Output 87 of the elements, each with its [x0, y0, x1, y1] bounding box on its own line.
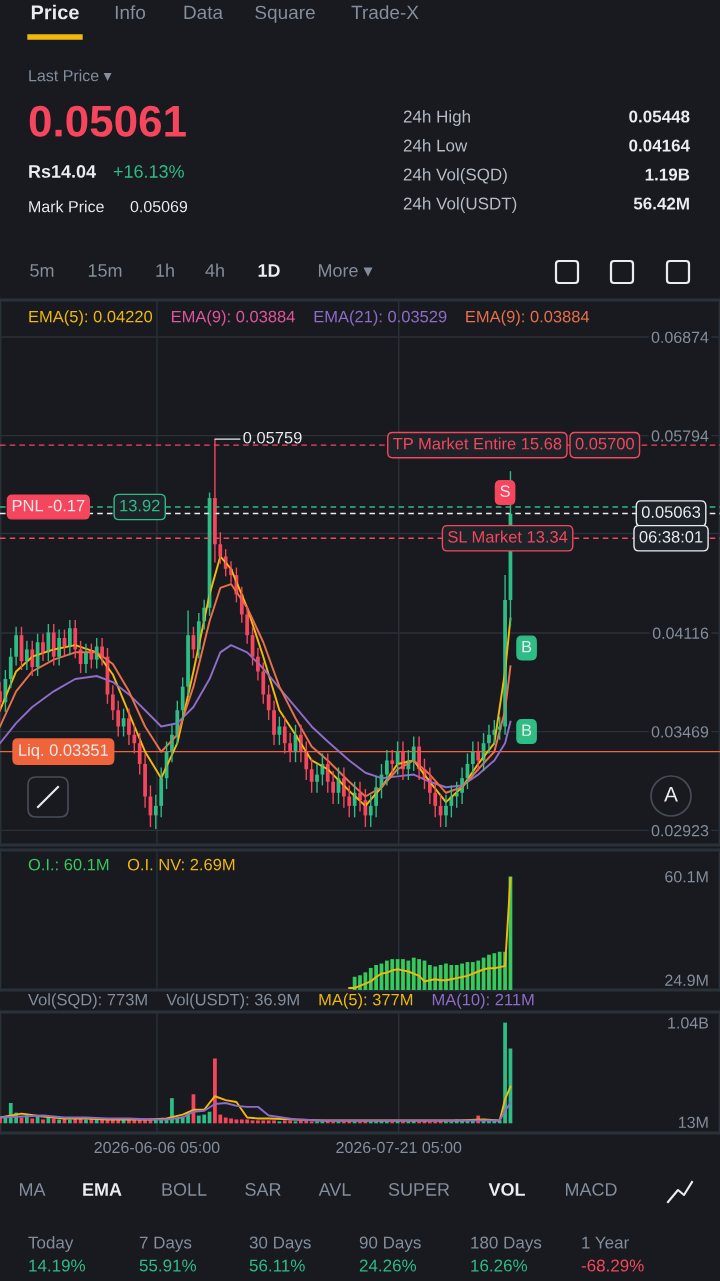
candlestick [390, 749, 395, 776]
annotation: 0.05759 [243, 431, 302, 444]
text: SUPER [388, 1183, 450, 1196]
text: MA [19, 1183, 46, 1196]
annotation: 0.05700 [575, 437, 634, 450]
text: More ▾ [318, 264, 373, 277]
x-tick-label: 2026-06-06 05:00 [94, 1141, 220, 1154]
text: Vol(USDT): 36.9M [166, 993, 299, 1009]
text: EMA(21): 0.03529 [314, 310, 447, 326]
text: 4h [205, 263, 224, 277]
text: 1D [258, 264, 280, 277]
text: Info [115, 5, 146, 20]
text: Price [31, 4, 79, 20]
y-tick-label: 1.04B [668, 1017, 709, 1029]
text: -68.29% [581, 1259, 644, 1272]
text: 0.05448 [629, 110, 690, 123]
text: 30 Days [249, 1236, 311, 1252]
annotation: 06:38:01 [639, 531, 703, 543]
y-tick-label: 24.9M [665, 974, 708, 986]
text: 7 Days [139, 1236, 192, 1252]
text: EMA(5): 0.04220 [29, 310, 153, 326]
text: 0.05069 [130, 200, 188, 213]
text: EMA(9): 0.03884 [466, 310, 590, 326]
annotation: PNL -0.17 [12, 499, 85, 512]
text: 1 Year [582, 1236, 629, 1249]
text: 24.26% [359, 1259, 417, 1272]
text: 24h Vol(SQD) [403, 168, 507, 184]
annotation: 13.92 [120, 499, 160, 512]
annotation: S [500, 485, 510, 497]
text: 56.42M [633, 197, 689, 210]
y-tick-label: 0.06874 [651, 331, 709, 344]
text: Rs14.04 [29, 165, 96, 178]
text: 180 Days [471, 1236, 542, 1252]
text: MA(5): 377M [319, 993, 413, 1009]
text: O.I. NV: 2.69M [127, 858, 235, 871]
bar [67, 1119, 72, 1124]
bar [41, 1119, 45, 1124]
text: 24h Low [403, 139, 468, 152]
bar [57, 1119, 61, 1124]
text: Square [255, 5, 315, 23]
text: Vol(SQD): 773M [28, 993, 147, 1009]
text: 90 Days [359, 1236, 421, 1252]
text: 1.19B [645, 168, 690, 181]
text: 55.91% [139, 1259, 197, 1272]
annotation: A [664, 786, 678, 802]
legend-label: EMA(9): 0.03884 [171, 310, 295, 326]
text: 0.04164 [629, 139, 690, 152]
ref-line-label: SL Market 13.34 [448, 530, 568, 543]
text: MA(10): 211M [432, 993, 534, 1009]
x-tick-label: 2026-07-21 05:00 [336, 1141, 462, 1154]
annotation: B [522, 724, 532, 736]
line-series [0, 1101, 512, 1122]
y-tick-label: 0.03469 [651, 726, 709, 738]
ref-line-label: TP Market Entire 15.68 [393, 437, 562, 450]
text: Data [184, 5, 224, 20]
ref-line-label: 0.05063 [641, 506, 701, 518]
text: Trade-X [351, 5, 419, 20]
bar [30, 1118, 35, 1124]
text: +16.13% [113, 165, 184, 178]
text: BOLL [162, 1183, 207, 1196]
bar [51, 1118, 56, 1124]
text: Today [28, 1236, 74, 1252]
text: 5m [30, 264, 54, 277]
text: Last Price ▾ [29, 69, 112, 82]
text: 24h High [403, 110, 470, 126]
y-tick-label: 0.05794 [651, 430, 709, 442]
y-tick-label: 0.02923 [651, 825, 709, 837]
text: AVL [318, 1183, 351, 1196]
text: 24h Vol(USDT) [403, 197, 517, 213]
y-tick-label: 13M [678, 1116, 708, 1129]
text: 0.05061 [29, 105, 186, 137]
text: 1h [156, 263, 174, 277]
text: EMA [83, 1183, 122, 1196]
text: 56.11% [249, 1259, 305, 1272]
text: SAR [245, 1183, 281, 1196]
y-tick-label: 0.04116 [652, 627, 709, 639]
text: 16.26% [471, 1259, 528, 1272]
ref-line-label: Liq. 0.03351 [19, 743, 108, 760]
text: VOL [488, 1183, 525, 1196]
text: O.I.: 60.1M [28, 858, 109, 871]
text: MACD [565, 1183, 617, 1196]
bar [84, 1119, 88, 1124]
text: 15m [88, 264, 122, 277]
y-tick-label: 60.1M [665, 871, 708, 883]
annotation: B [522, 640, 532, 653]
text: Mark Price [29, 200, 104, 213]
text: 14.19% [29, 1259, 86, 1272]
